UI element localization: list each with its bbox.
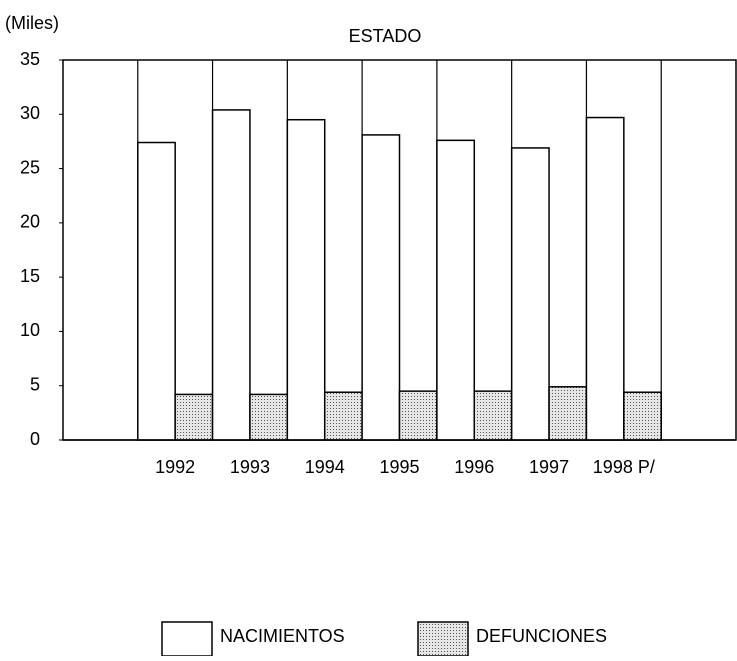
x-tick-label: 1993	[230, 457, 270, 477]
y-tick-label: 25	[20, 157, 40, 177]
legend-label: NACIMIENTOS	[220, 626, 345, 646]
bar	[211, 109, 251, 441]
bar	[174, 393, 214, 441]
bar	[473, 390, 513, 441]
y-tick-label: 0	[30, 429, 40, 449]
legend-swatch	[417, 621, 469, 657]
x-tick-label: 1997	[529, 457, 569, 477]
x-tick-label: 1996	[454, 457, 494, 477]
legend-swatch	[161, 621, 213, 657]
y-tick-label: 30	[20, 103, 40, 123]
chart-title: ESTADO	[349, 26, 422, 46]
bar	[137, 141, 176, 441]
x-tick-label: 1994	[305, 457, 345, 477]
x-tick-label: 1998 P/	[593, 457, 655, 477]
y-tick-label: 20	[20, 212, 40, 232]
bar	[286, 118, 326, 441]
y-tick-label: 5	[30, 374, 40, 394]
bar	[398, 390, 438, 441]
bar	[510, 147, 550, 441]
legend-label: DEFUNCIONES	[476, 626, 607, 646]
x-tick-label: 1992	[155, 457, 195, 477]
bar	[548, 386, 588, 441]
bar	[323, 391, 363, 441]
bar	[361, 134, 401, 441]
y-axis-label: (Miles)	[5, 13, 59, 33]
bar	[436, 139, 476, 441]
y-tick-label: 15	[20, 266, 40, 286]
bar	[249, 393, 289, 441]
bar	[585, 116, 625, 441]
bar	[623, 391, 662, 441]
x-tick-label: 1995	[379, 457, 419, 477]
y-tick-label: 35	[20, 49, 40, 69]
y-tick-label: 10	[20, 320, 40, 340]
